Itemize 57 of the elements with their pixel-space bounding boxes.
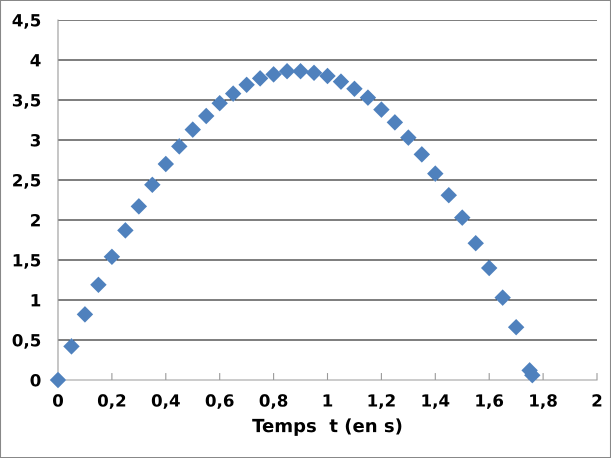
point <box>76 306 94 323</box>
y-tick-label: 0 <box>30 374 41 387</box>
y-tick-label: 4 <box>30 54 41 66</box>
point <box>184 121 201 138</box>
point <box>130 198 148 215</box>
x-tick-label: 0,2 <box>98 394 126 409</box>
point <box>63 338 80 355</box>
point <box>90 276 107 294</box>
point <box>494 289 511 306</box>
x-tick-label: 1,6 <box>476 394 504 409</box>
y-tick-label: 3 <box>30 134 40 147</box>
point <box>306 64 322 82</box>
y-tick-label: 1 <box>32 294 40 306</box>
point <box>373 101 390 118</box>
point <box>414 146 430 163</box>
point <box>427 165 444 182</box>
point <box>319 68 336 84</box>
y-tick-label: 0,5 <box>12 334 40 349</box>
point <box>346 80 363 98</box>
point <box>508 318 524 336</box>
x-tick-label: 0,4 <box>152 394 180 409</box>
x-axis-title: Temps t (en s) <box>252 418 402 436</box>
x-tick-label: 0,8 <box>260 394 288 409</box>
x-tick-label: 0 <box>53 394 63 407</box>
point <box>332 73 350 90</box>
point <box>211 94 228 112</box>
point <box>252 70 268 87</box>
y-tick-label: 4,5 <box>12 14 40 29</box>
point <box>50 372 66 388</box>
point <box>480 260 498 276</box>
point <box>198 108 214 124</box>
x-tick-label: 1,8 <box>530 394 557 409</box>
y-tick-label: 3,5 <box>12 94 40 109</box>
y-tick-label: 2,5 <box>13 174 40 189</box>
point <box>144 176 161 194</box>
x-tick-label: 2 <box>592 394 602 407</box>
point <box>386 114 404 131</box>
point <box>265 66 282 83</box>
x-tick-label: 1 <box>324 394 332 407</box>
point <box>238 76 255 94</box>
point <box>158 156 174 172</box>
point <box>454 209 470 226</box>
point <box>117 222 134 239</box>
point <box>292 62 309 80</box>
point <box>360 89 376 106</box>
point <box>440 186 457 204</box>
point <box>400 129 417 146</box>
point <box>468 234 484 252</box>
x-tick-label: 0,6 <box>206 394 234 409</box>
point <box>278 62 296 80</box>
point <box>104 248 120 266</box>
y-tick-label: 1,5 <box>14 254 40 269</box>
point <box>171 138 188 155</box>
point <box>224 85 242 102</box>
y-tick-label: 2 <box>31 214 40 226</box>
x-tick-label: 1,2 <box>368 394 395 409</box>
x-tick-label: 1,4 <box>422 394 450 409</box>
